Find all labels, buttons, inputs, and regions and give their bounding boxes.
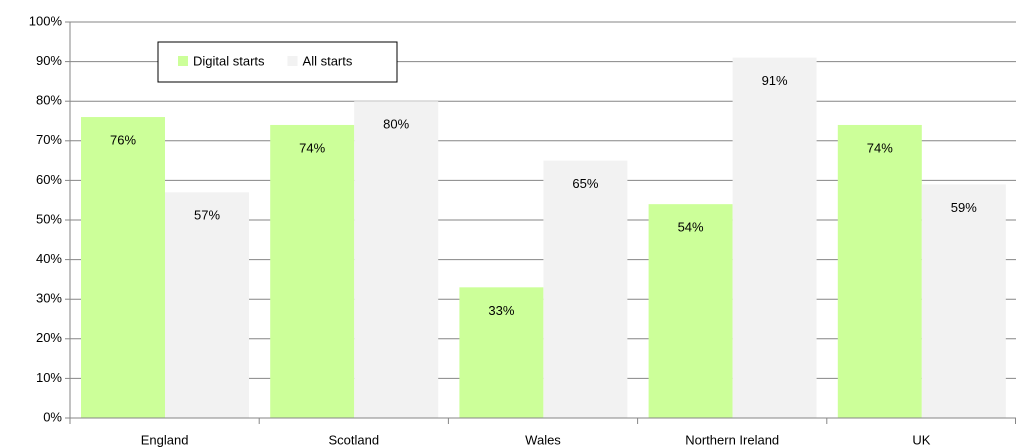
- x-tick-label: Northern Ireland: [685, 432, 779, 447]
- legend-label: Digital starts: [193, 53, 265, 68]
- legend-swatch: [287, 56, 298, 66]
- bar: [165, 192, 249, 418]
- y-tick-label: 80%: [36, 93, 62, 108]
- y-tick-label: 90%: [36, 53, 62, 68]
- bar: [648, 204, 733, 418]
- y-tick-label: 0%: [43, 409, 62, 424]
- legend-swatch: [178, 56, 188, 66]
- y-tick-label: 50%: [36, 211, 62, 226]
- bar: [270, 124, 355, 419]
- y-tick-label: 100%: [29, 13, 63, 28]
- bar: [459, 287, 544, 418]
- x-tick-label: Scotland: [329, 432, 380, 447]
- bar: [354, 101, 439, 418]
- data-label: 57%: [194, 208, 220, 223]
- x-tick-label: Wales: [525, 432, 561, 447]
- data-label: 91%: [762, 73, 788, 88]
- y-tick-label: 70%: [36, 132, 62, 147]
- data-label: 74%: [299, 140, 325, 155]
- data-label: 80%: [383, 117, 409, 132]
- legend-label: All starts: [303, 53, 353, 68]
- bar: [543, 160, 628, 418]
- y-tick-label: 60%: [36, 172, 62, 187]
- data-label: 59%: [951, 200, 977, 215]
- data-label: 33%: [488, 303, 514, 318]
- data-label: 74%: [867, 140, 893, 155]
- data-label: 65%: [572, 176, 598, 191]
- y-tick-label: 30%: [36, 291, 62, 306]
- x-tick-label: UK: [912, 432, 930, 447]
- x-tick-label: England: [141, 432, 189, 447]
- bar: [732, 57, 817, 418]
- bar: [81, 117, 165, 418]
- y-tick-label: 10%: [36, 370, 62, 385]
- y-tick-label: 20%: [36, 330, 62, 345]
- y-tick-label: 40%: [36, 251, 62, 266]
- bar: [837, 124, 922, 419]
- legend-box: [157, 41, 398, 83]
- bar: [921, 184, 1006, 418]
- data-label: 54%: [678, 220, 704, 235]
- data-label: 76%: [110, 132, 136, 147]
